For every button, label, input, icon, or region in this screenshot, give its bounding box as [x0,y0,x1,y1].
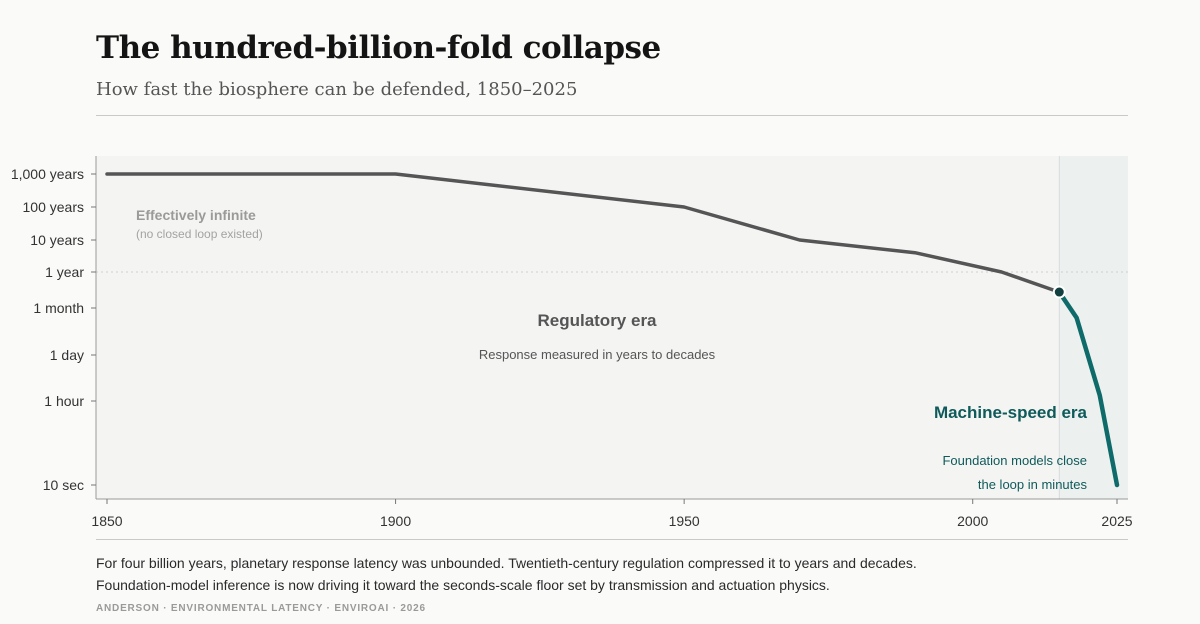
x-tick-label: 2000 [957,513,988,529]
credit-line: ANDERSON · ENVIRONMENTAL LATENCY · ENVIR… [96,603,426,614]
y-tick-label: 1 month [33,300,84,316]
annotation-infinite-note: (no closed loop existed) [136,227,263,241]
y-ticks: 1,000 years 100 years 10 years 1 year 1 mont… [11,166,96,493]
y-tick-label: 100 years [23,199,84,215]
series-line-2 [1057,289,1120,488]
annotation-regulatory-title: Regulatory era [537,311,657,330]
x-ticks: 1850 1900 1950 2000 2025 [91,499,1133,529]
y-tick-label: 10 sec [43,477,84,493]
footnote-line-2: Foundation-model inference is now drivin… [96,577,830,593]
annotation-machine-note-line2: the loop in minutes [978,477,1088,492]
annotation-regulatory-note: Response measured in years to decades [479,347,716,362]
footnote: For four billion years, planetary respon… [96,552,1136,596]
y-tick-label: 1,000 years [11,166,84,182]
y-tick-label: 1 hour [44,393,84,409]
annotation-machine-title: Machine-speed era [934,403,1088,422]
latency-chart: 1,000 years 100 years 10 years 1 year 1 mont… [11,156,1133,529]
machine-era-shade [1059,156,1128,499]
x-tick-label: 1900 [380,513,411,529]
series-layer [105,172,1120,488]
bottom-divider [96,539,1128,540]
footnote-line-1: For four billion years, planetary respon… [96,555,917,571]
x-tick-label: 1950 [669,513,700,529]
plot-background [96,156,1128,499]
chart-title: The hundred-billion-fold collapse [96,30,661,66]
chart-subtitle: How fast the biosphere can be defended, … [96,79,578,100]
y-tick-label: 1 year [45,264,84,280]
top-divider [96,115,1128,116]
x-tick-label: 2025 [1101,513,1132,529]
annotation-machine-note-line1: Foundation models close [942,453,1087,468]
y-tick-label: 10 years [30,232,84,248]
series-line-1 [105,172,1062,294]
transition-point [1052,285,1066,299]
x-tick-label: 1850 [91,513,122,529]
y-tick-label: 1 day [50,347,84,363]
annotation-infinite-title: Effectively infinite [136,207,256,223]
